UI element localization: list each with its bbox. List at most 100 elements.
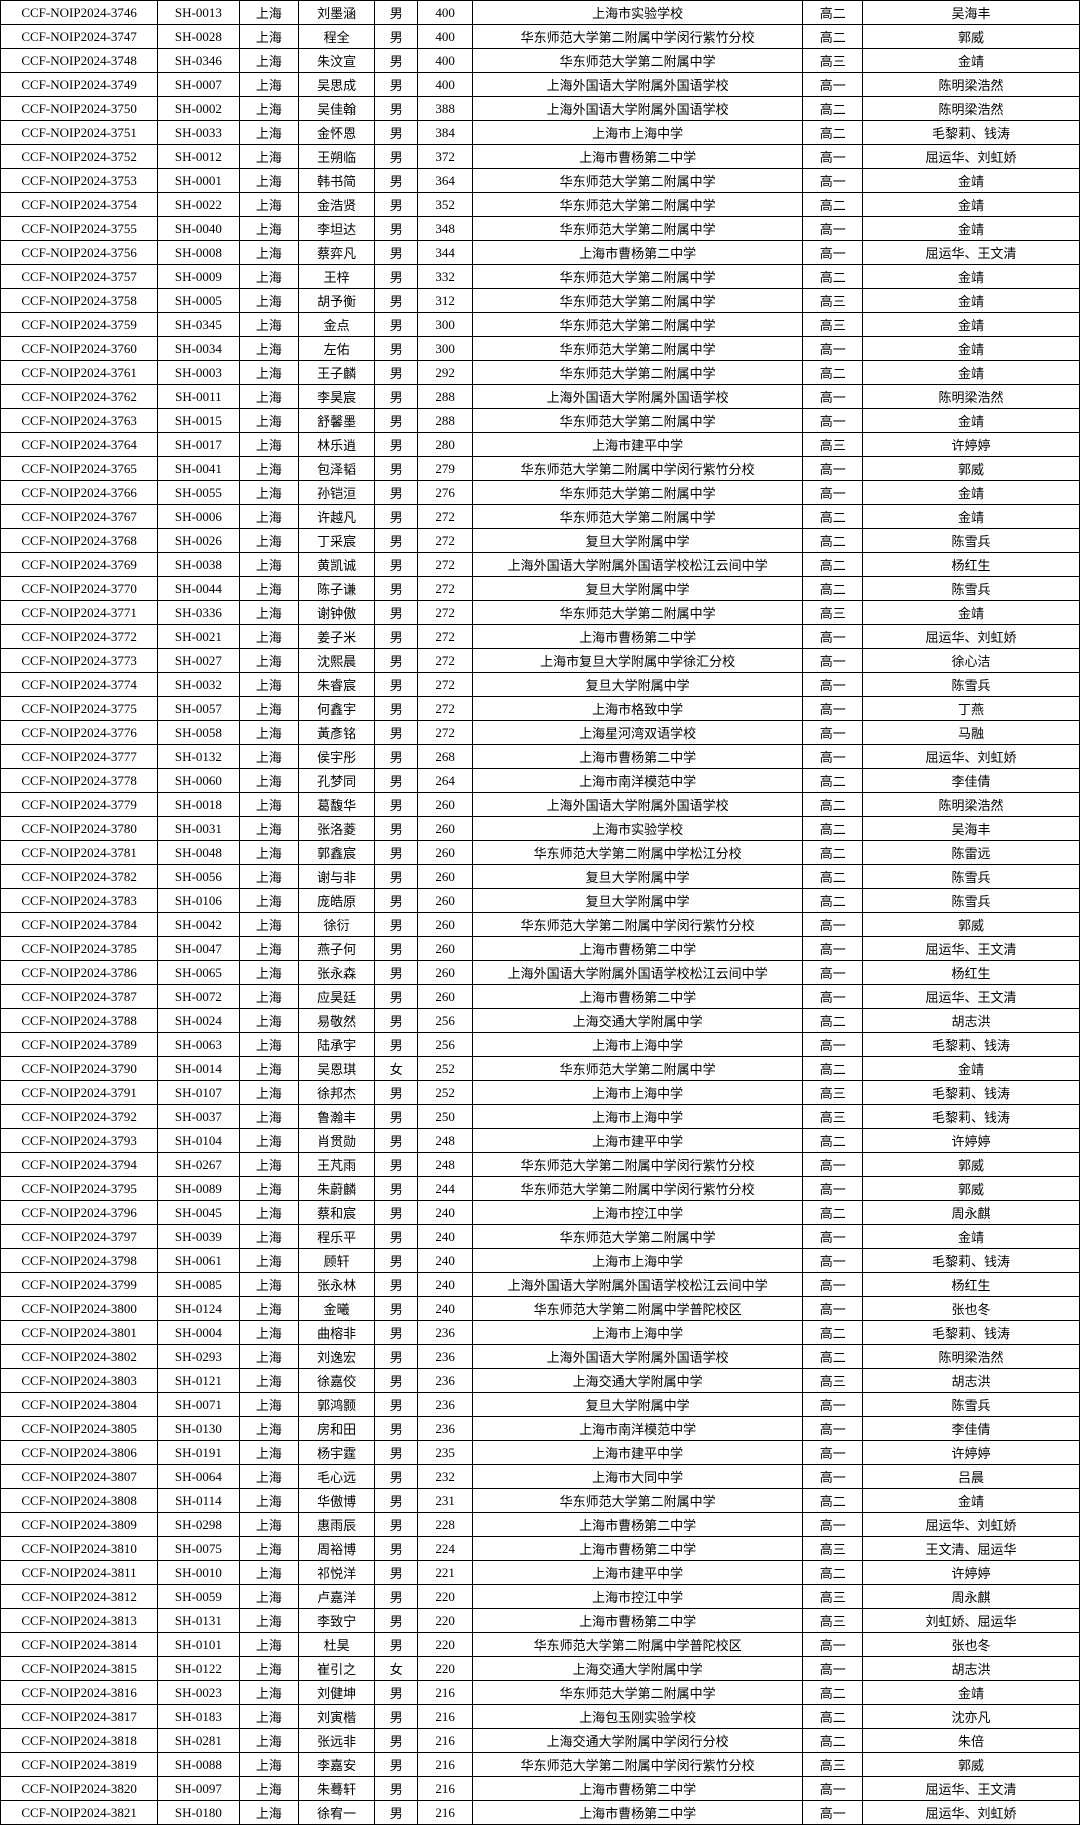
- cell-col0: CCF-NOIP2024-3810: [1, 1537, 158, 1561]
- cell-col4: 男: [375, 193, 418, 217]
- table-row: CCF-NOIP2024-3782SH-0056上海谢与非男260复旦大学附属中…: [1, 865, 1080, 889]
- cell-col3: 朱睿宸: [299, 673, 375, 697]
- cell-col8: 周永麒: [863, 1201, 1080, 1225]
- cell-col8: 陈明梁浩然: [863, 1345, 1080, 1369]
- cell-col5: 240: [418, 1201, 472, 1225]
- cell-col1: SH-0031: [158, 817, 239, 841]
- cell-col7: 高一: [803, 721, 863, 745]
- table-row: CCF-NOIP2024-3768SH-0026上海丁采宸男272复旦大学附属中…: [1, 529, 1080, 553]
- cell-col2: 上海: [239, 1321, 299, 1345]
- cell-col3: 王芃雨: [299, 1153, 375, 1177]
- cell-col3: 易敬然: [299, 1009, 375, 1033]
- cell-col4: 男: [375, 49, 418, 73]
- cell-col5: 228: [418, 1513, 472, 1537]
- cell-col1: SH-0106: [158, 889, 239, 913]
- table-row: CCF-NOIP2024-3777SH-0132上海侯宇彤男268上海市曹杨第二…: [1, 745, 1080, 769]
- cell-col5: 216: [418, 1777, 472, 1801]
- table-row: CCF-NOIP2024-3815SH-0122上海崔引之女220上海交通大学附…: [1, 1657, 1080, 1681]
- cell-col8: 陈明梁浩然: [863, 97, 1080, 121]
- cell-col0: CCF-NOIP2024-3777: [1, 745, 158, 769]
- cell-col6: 上海外国语大学附属外国语学校: [472, 793, 803, 817]
- cell-col4: 男: [375, 841, 418, 865]
- cell-col4: 男: [375, 121, 418, 145]
- cell-col8: 金靖: [863, 337, 1080, 361]
- cell-col5: 272: [418, 625, 472, 649]
- table-row: CCF-NOIP2024-3771SH-0336上海谢钟傲男272华东师范大学第…: [1, 601, 1080, 625]
- cell-col3: 何鑫宇: [299, 697, 375, 721]
- cell-col5: 276: [418, 481, 472, 505]
- cell-col6: 上海市上海中学: [472, 1081, 803, 1105]
- cell-col7: 高三: [803, 1081, 863, 1105]
- cell-col3: 李坦达: [299, 217, 375, 241]
- cell-col7: 高一: [803, 697, 863, 721]
- cell-col7: 高二: [803, 1009, 863, 1033]
- cell-col4: 男: [375, 1249, 418, 1273]
- cell-col5: 400: [418, 1, 472, 25]
- cell-col4: 男: [375, 1273, 418, 1297]
- cell-col1: SH-0022: [158, 193, 239, 217]
- cell-col0: CCF-NOIP2024-3800: [1, 1297, 158, 1321]
- cell-col0: CCF-NOIP2024-3778: [1, 769, 158, 793]
- cell-col4: 男: [375, 25, 418, 49]
- cell-col3: 郭鸿颢: [299, 1393, 375, 1417]
- cell-col3: 祁悦洋: [299, 1561, 375, 1585]
- table-row: CCF-NOIP2024-3804SH-0071上海郭鸿颢男236复旦大学附属中…: [1, 1393, 1080, 1417]
- cell-col4: 男: [375, 1345, 418, 1369]
- cell-col8: 徐心洁: [863, 649, 1080, 673]
- table-row: CCF-NOIP2024-3805SH-0130上海房和田男236上海市南洋模范…: [1, 1417, 1080, 1441]
- cell-col8: 金靖: [863, 1225, 1080, 1249]
- table-row: CCF-NOIP2024-3818SH-0281上海张远非男216上海交通大学附…: [1, 1729, 1080, 1753]
- cell-col7: 高一: [803, 457, 863, 481]
- cell-col6: 上海市大同中学: [472, 1465, 803, 1489]
- table-row: CCF-NOIP2024-3753SH-0001上海韩书简男364华东师范大学第…: [1, 169, 1080, 193]
- cell-col8: 毛黎莉、钱涛: [863, 1321, 1080, 1345]
- cell-col3: 孙铠洹: [299, 481, 375, 505]
- cell-col3: 程乐平: [299, 1225, 375, 1249]
- cell-col0: CCF-NOIP2024-3804: [1, 1393, 158, 1417]
- cell-col3: 肖贯勋: [299, 1129, 375, 1153]
- cell-col0: CCF-NOIP2024-3803: [1, 1369, 158, 1393]
- cell-col2: 上海: [239, 1, 299, 25]
- cell-col3: 庞皓原: [299, 889, 375, 913]
- cell-col7: 高一: [803, 649, 863, 673]
- cell-col1: SH-0026: [158, 529, 239, 553]
- cell-col3: 蔡弈凡: [299, 241, 375, 265]
- cell-col3: 刘逸宏: [299, 1345, 375, 1369]
- cell-col3: 许越凡: [299, 505, 375, 529]
- cell-col1: SH-0005: [158, 289, 239, 313]
- cell-col4: 男: [375, 769, 418, 793]
- table-row: CCF-NOIP2024-3814SH-0101上海杜昊男220华东师范大学第二…: [1, 1633, 1080, 1657]
- cell-col7: 高二: [803, 817, 863, 841]
- cell-col5: 344: [418, 241, 472, 265]
- cell-col8: 金靖: [863, 601, 1080, 625]
- cell-col0: CCF-NOIP2024-3781: [1, 841, 158, 865]
- cell-col8: 陈雪兵: [863, 889, 1080, 913]
- cell-col4: 男: [375, 1777, 418, 1801]
- cell-col1: SH-0017: [158, 433, 239, 457]
- cell-col3: 黃彥铭: [299, 721, 375, 745]
- cell-col8: 屈运华、王文清: [863, 241, 1080, 265]
- cell-col0: CCF-NOIP2024-3773: [1, 649, 158, 673]
- cell-col2: 上海: [239, 721, 299, 745]
- cell-col4: 男: [375, 553, 418, 577]
- cell-col0: CCF-NOIP2024-3815: [1, 1657, 158, 1681]
- table-row: CCF-NOIP2024-3810SH-0075上海周裕博男224上海市曹杨第二…: [1, 1537, 1080, 1561]
- cell-col7: 高三: [803, 49, 863, 73]
- cell-col2: 上海: [239, 889, 299, 913]
- cell-col2: 上海: [239, 1225, 299, 1249]
- cell-col4: 男: [375, 1633, 418, 1657]
- cell-col7: 高一: [803, 1513, 863, 1537]
- cell-col5: 220: [418, 1657, 472, 1681]
- cell-col1: SH-0346: [158, 49, 239, 73]
- cell-col8: 李佳倩: [863, 769, 1080, 793]
- cell-col3: 吴恩琪: [299, 1057, 375, 1081]
- cell-col7: 高一: [803, 1417, 863, 1441]
- cell-col4: 男: [375, 1033, 418, 1057]
- cell-col7: 高二: [803, 361, 863, 385]
- cell-col1: SH-0002: [158, 97, 239, 121]
- cell-col6: 复旦大学附属中学: [472, 529, 803, 553]
- cell-col3: 侯宇彤: [299, 745, 375, 769]
- cell-col0: CCF-NOIP2024-3816: [1, 1681, 158, 1705]
- cell-col3: 顾轩: [299, 1249, 375, 1273]
- cell-col6: 华东师范大学第二附属中学: [472, 361, 803, 385]
